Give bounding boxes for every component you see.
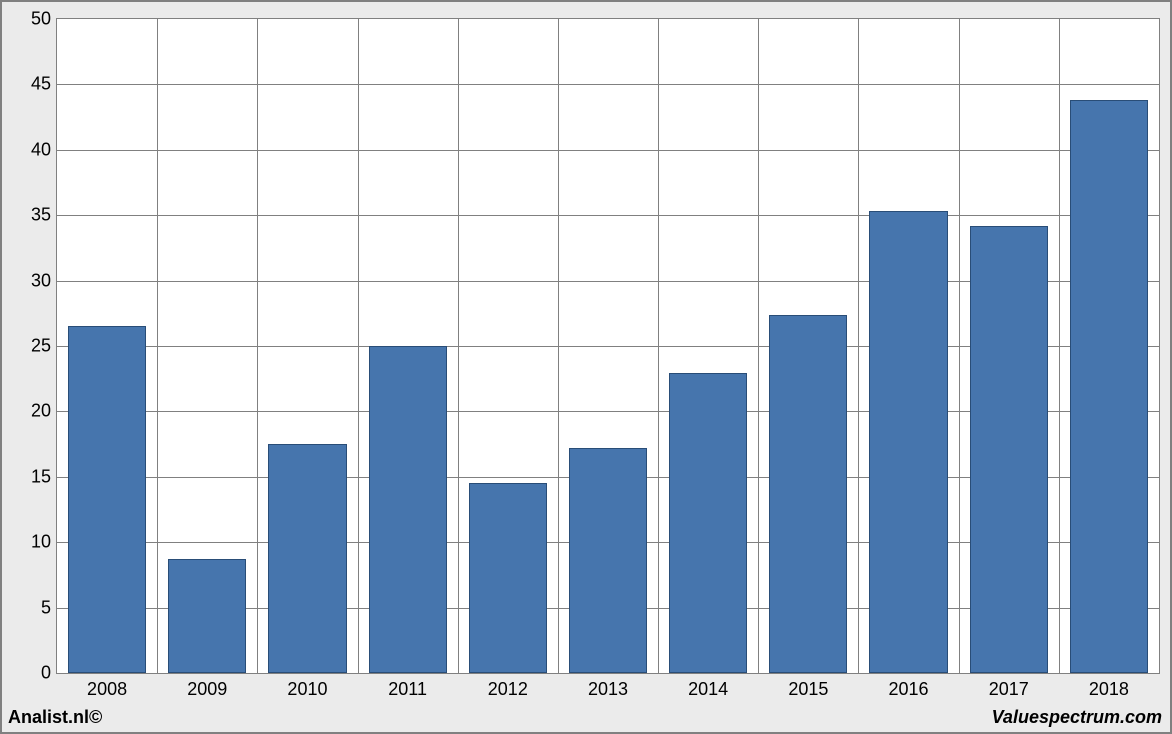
x-tick-label: 2017 [989, 679, 1029, 700]
y-tick-label: 0 [41, 663, 51, 684]
x-tick-label: 2012 [488, 679, 528, 700]
y-tick-label: 30 [31, 270, 51, 291]
bar [669, 373, 747, 673]
bar [369, 346, 447, 673]
footer-right: Valuespectrum.com [992, 707, 1162, 728]
x-tick-label: 2011 [388, 679, 427, 700]
bar [569, 448, 647, 673]
grid-line-h [57, 150, 1159, 151]
chart-frame: 0 5 10 15 20 25 30 35 40 45 50 2008 2009 2010 2011 2012… [0, 0, 1172, 734]
y-tick-label: 35 [31, 205, 51, 226]
x-tick-label: 2010 [287, 679, 327, 700]
bar [769, 315, 847, 673]
bar [970, 226, 1048, 673]
grid-line-v [558, 19, 559, 673]
plot-wrap: 0 5 10 15 20 25 30 35 40 45 50 2008 2009 2010 2011 2012… [8, 8, 1164, 704]
grid-line-v [858, 19, 859, 673]
y-tick-label: 45 [31, 74, 51, 95]
y-tick-label: 50 [31, 9, 51, 30]
x-tick-label: 2014 [688, 679, 728, 700]
grid-line-v [959, 19, 960, 673]
x-tick-label: 2009 [187, 679, 227, 700]
x-tick-label: 2015 [788, 679, 828, 700]
plot-area: 0510152025303540455020082009201020112012… [56, 18, 1160, 674]
grid-line-v [358, 19, 359, 673]
x-tick-label: 2013 [588, 679, 628, 700]
bar [1070, 100, 1148, 673]
grid-line-v [1059, 19, 1060, 673]
grid-line-v [658, 19, 659, 673]
grid-line-v [157, 19, 158, 673]
y-tick-label: 25 [31, 336, 51, 357]
grid-line-v [257, 19, 258, 673]
y-tick-label: 5 [41, 597, 51, 618]
grid-line-h [57, 215, 1159, 216]
footer-left: Analist.nl© [8, 707, 102, 728]
y-tick-label: 10 [31, 532, 51, 553]
y-tick-label: 15 [31, 466, 51, 487]
bar [268, 444, 346, 673]
grid-line-v [458, 19, 459, 673]
x-tick-label: 2008 [87, 679, 127, 700]
grid-line-h [57, 84, 1159, 85]
x-tick-label: 2016 [889, 679, 929, 700]
y-tick-label: 20 [31, 401, 51, 422]
bar [68, 326, 146, 673]
bar [168, 559, 246, 673]
grid-line-v [758, 19, 759, 673]
y-tick-label: 40 [31, 139, 51, 160]
x-tick-label: 2018 [1089, 679, 1129, 700]
bar [469, 483, 547, 673]
bar [869, 211, 947, 673]
